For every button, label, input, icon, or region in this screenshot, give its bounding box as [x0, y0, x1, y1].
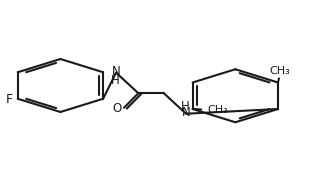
Text: F: F [6, 93, 13, 106]
Text: N: N [112, 65, 121, 78]
Text: H: H [181, 100, 190, 113]
Text: O: O [112, 102, 122, 115]
Text: CH₃: CH₃ [269, 66, 290, 76]
Text: CH₃: CH₃ [207, 105, 228, 115]
Text: N: N [182, 106, 191, 119]
Text: H: H [111, 74, 120, 87]
